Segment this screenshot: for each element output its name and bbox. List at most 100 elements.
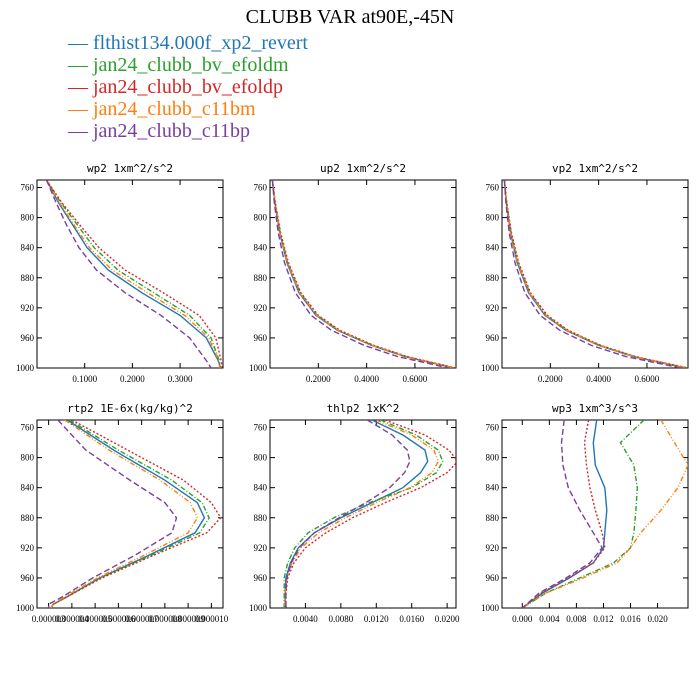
panel-title: vp2 1xm^2/s^2 bbox=[552, 162, 638, 175]
series-line-3 bbox=[521, 420, 606, 608]
x-tick-label: 0.000008 bbox=[148, 614, 182, 624]
series-line-2 bbox=[45, 180, 221, 368]
x-tick-label: 0.000006 bbox=[102, 614, 136, 624]
x-tick-label: 0.000005 bbox=[78, 614, 112, 624]
x-tick-label: 0.000009 bbox=[171, 614, 205, 624]
plot-frame bbox=[501, 179, 689, 369]
y-tick-label: 800 bbox=[486, 213, 500, 223]
legend-entry-2: — jan24_clubb_bv_efoldm bbox=[68, 54, 308, 76]
x-tick-label: 0.012 bbox=[593, 614, 613, 624]
series-line-1 bbox=[50, 420, 206, 608]
series-line-4 bbox=[271, 180, 455, 368]
y-tick-label: 960 bbox=[254, 333, 268, 343]
y-tick-label: 1000 bbox=[249, 603, 268, 613]
x-tick-label: 0.0200 bbox=[435, 614, 460, 624]
panel-title: up2 1xm^2/s^2 bbox=[320, 162, 406, 175]
y-tick-label: 840 bbox=[486, 243, 500, 253]
series-line-1 bbox=[284, 420, 429, 608]
y-tick-label: 760 bbox=[254, 183, 268, 193]
y-tick-label: 920 bbox=[254, 543, 268, 553]
series-line-3 bbox=[45, 180, 223, 368]
x-tick-label: 0.3000 bbox=[168, 374, 193, 384]
series-line-4 bbox=[45, 180, 221, 368]
y-tick-label: 840 bbox=[486, 483, 500, 493]
x-tick-label: 0.2000 bbox=[306, 374, 331, 384]
series-line-3 bbox=[271, 180, 456, 368]
series-line-5 bbox=[271, 180, 449, 368]
plot-frame bbox=[36, 179, 224, 369]
x-tick-label: 0.0080 bbox=[328, 614, 353, 624]
panel-title: wp3 1xm^3/s^3 bbox=[552, 402, 638, 415]
series-line-5 bbox=[521, 420, 603, 608]
x-tick-label: 0.020 bbox=[647, 614, 668, 624]
series-line-2 bbox=[521, 420, 645, 608]
x-tick-label: 0.000007 bbox=[125, 614, 159, 624]
y-tick-label: 840 bbox=[254, 483, 268, 493]
x-tick-label: 0.016 bbox=[620, 614, 641, 624]
plot-frame bbox=[36, 419, 224, 609]
x-tick-label: 0.6000 bbox=[635, 374, 660, 384]
y-tick-label: 760 bbox=[254, 423, 268, 433]
series-line-1 bbox=[503, 180, 686, 368]
series-line-5 bbox=[503, 180, 681, 368]
x-tick-label: 0.6000 bbox=[403, 374, 428, 384]
y-tick-label: 1000 bbox=[16, 603, 35, 613]
y-tick-label: 960 bbox=[486, 333, 500, 343]
legend-swatch: — bbox=[68, 32, 93, 54]
series-line-3 bbox=[50, 420, 222, 608]
legend-label: jan24_clubb_c11bp bbox=[93, 120, 251, 142]
y-tick-label: 840 bbox=[21, 243, 35, 253]
series-line-1 bbox=[521, 420, 608, 608]
legend-entry-1: — flthist134.000f_xp2_revert bbox=[68, 32, 308, 54]
x-tick-label: 0.2000 bbox=[538, 374, 563, 384]
y-tick-label: 880 bbox=[21, 273, 35, 283]
y-tick-label: 800 bbox=[254, 453, 268, 463]
x-tick-label: 0.4000 bbox=[354, 374, 379, 384]
y-tick-label: 1000 bbox=[481, 363, 500, 373]
y-tick-label: 760 bbox=[486, 423, 500, 433]
y-tick-label: 800 bbox=[21, 213, 35, 223]
y-tick-label: 760 bbox=[21, 423, 35, 433]
panel-1: wp2 1xm^2/s^2 760 800 840 880 920 960 1000 0.100… bbox=[16, 162, 224, 384]
legend-label: jan24_clubb_bv_efoldm bbox=[93, 54, 289, 76]
series-line-5 bbox=[47, 420, 178, 608]
x-tick-label: 0.0160 bbox=[399, 614, 424, 624]
y-tick-label: 960 bbox=[486, 573, 500, 583]
legend-entry-3: — jan24_clubb_bv_efoldp bbox=[68, 76, 308, 98]
y-tick-label: 800 bbox=[486, 453, 500, 463]
y-tick-label: 920 bbox=[21, 303, 35, 313]
panel-2: up2 1xm^2/s^2 760 800 840 880 920 960 1000 0.200… bbox=[249, 162, 457, 384]
legend-label: jan24_clubb_c11bm bbox=[93, 98, 256, 120]
x-tick-label: 0.2000 bbox=[120, 374, 145, 384]
series-line-2 bbox=[50, 420, 210, 608]
panel-6: wp3 1xm^3/s^3 760 800 840 880 920 960 1000 0.000… bbox=[481, 402, 689, 624]
x-tick-label: 0.008 bbox=[566, 614, 587, 624]
y-tick-label: 800 bbox=[21, 453, 35, 463]
legend-label: flthist134.000f_xp2_revert bbox=[93, 32, 308, 54]
legend-label: jan24_clubb_bv_efoldp bbox=[93, 76, 283, 98]
x-tick-label: 0.004 bbox=[539, 614, 560, 624]
y-tick-label: 840 bbox=[254, 243, 268, 253]
plot-frame bbox=[501, 419, 689, 609]
y-tick-label: 920 bbox=[486, 543, 500, 553]
series-line-1 bbox=[45, 180, 222, 368]
x-tick-label: 0.0040 bbox=[293, 614, 318, 624]
series-line-4 bbox=[521, 420, 688, 608]
series-line-4 bbox=[503, 180, 687, 368]
panel-5: thlp2 1xK^2 760 800 840 880 920 960 1000 0.0040 0… bbox=[249, 402, 460, 624]
legend-entry-4: — jan24_clubb_c11bm bbox=[68, 98, 308, 120]
legend-swatch: — bbox=[68, 76, 93, 98]
x-tick-label: 0.000004 bbox=[55, 614, 89, 624]
y-tick-label: 760 bbox=[21, 183, 35, 193]
y-tick-label: 880 bbox=[21, 513, 35, 523]
series-line-2 bbox=[283, 420, 444, 608]
x-tick-label: 0.4000 bbox=[586, 374, 611, 384]
legend-entry-5: — jan24_clubb_c11bp bbox=[68, 120, 308, 142]
y-tick-label: 880 bbox=[254, 513, 268, 523]
x-tick-label: 0.000010 bbox=[195, 614, 229, 624]
series-line-5 bbox=[285, 420, 411, 608]
y-tick-label: 840 bbox=[21, 483, 35, 493]
y-tick-label: 880 bbox=[254, 273, 268, 283]
panel-title: wp2 1xm^2/s^2 bbox=[87, 162, 173, 175]
